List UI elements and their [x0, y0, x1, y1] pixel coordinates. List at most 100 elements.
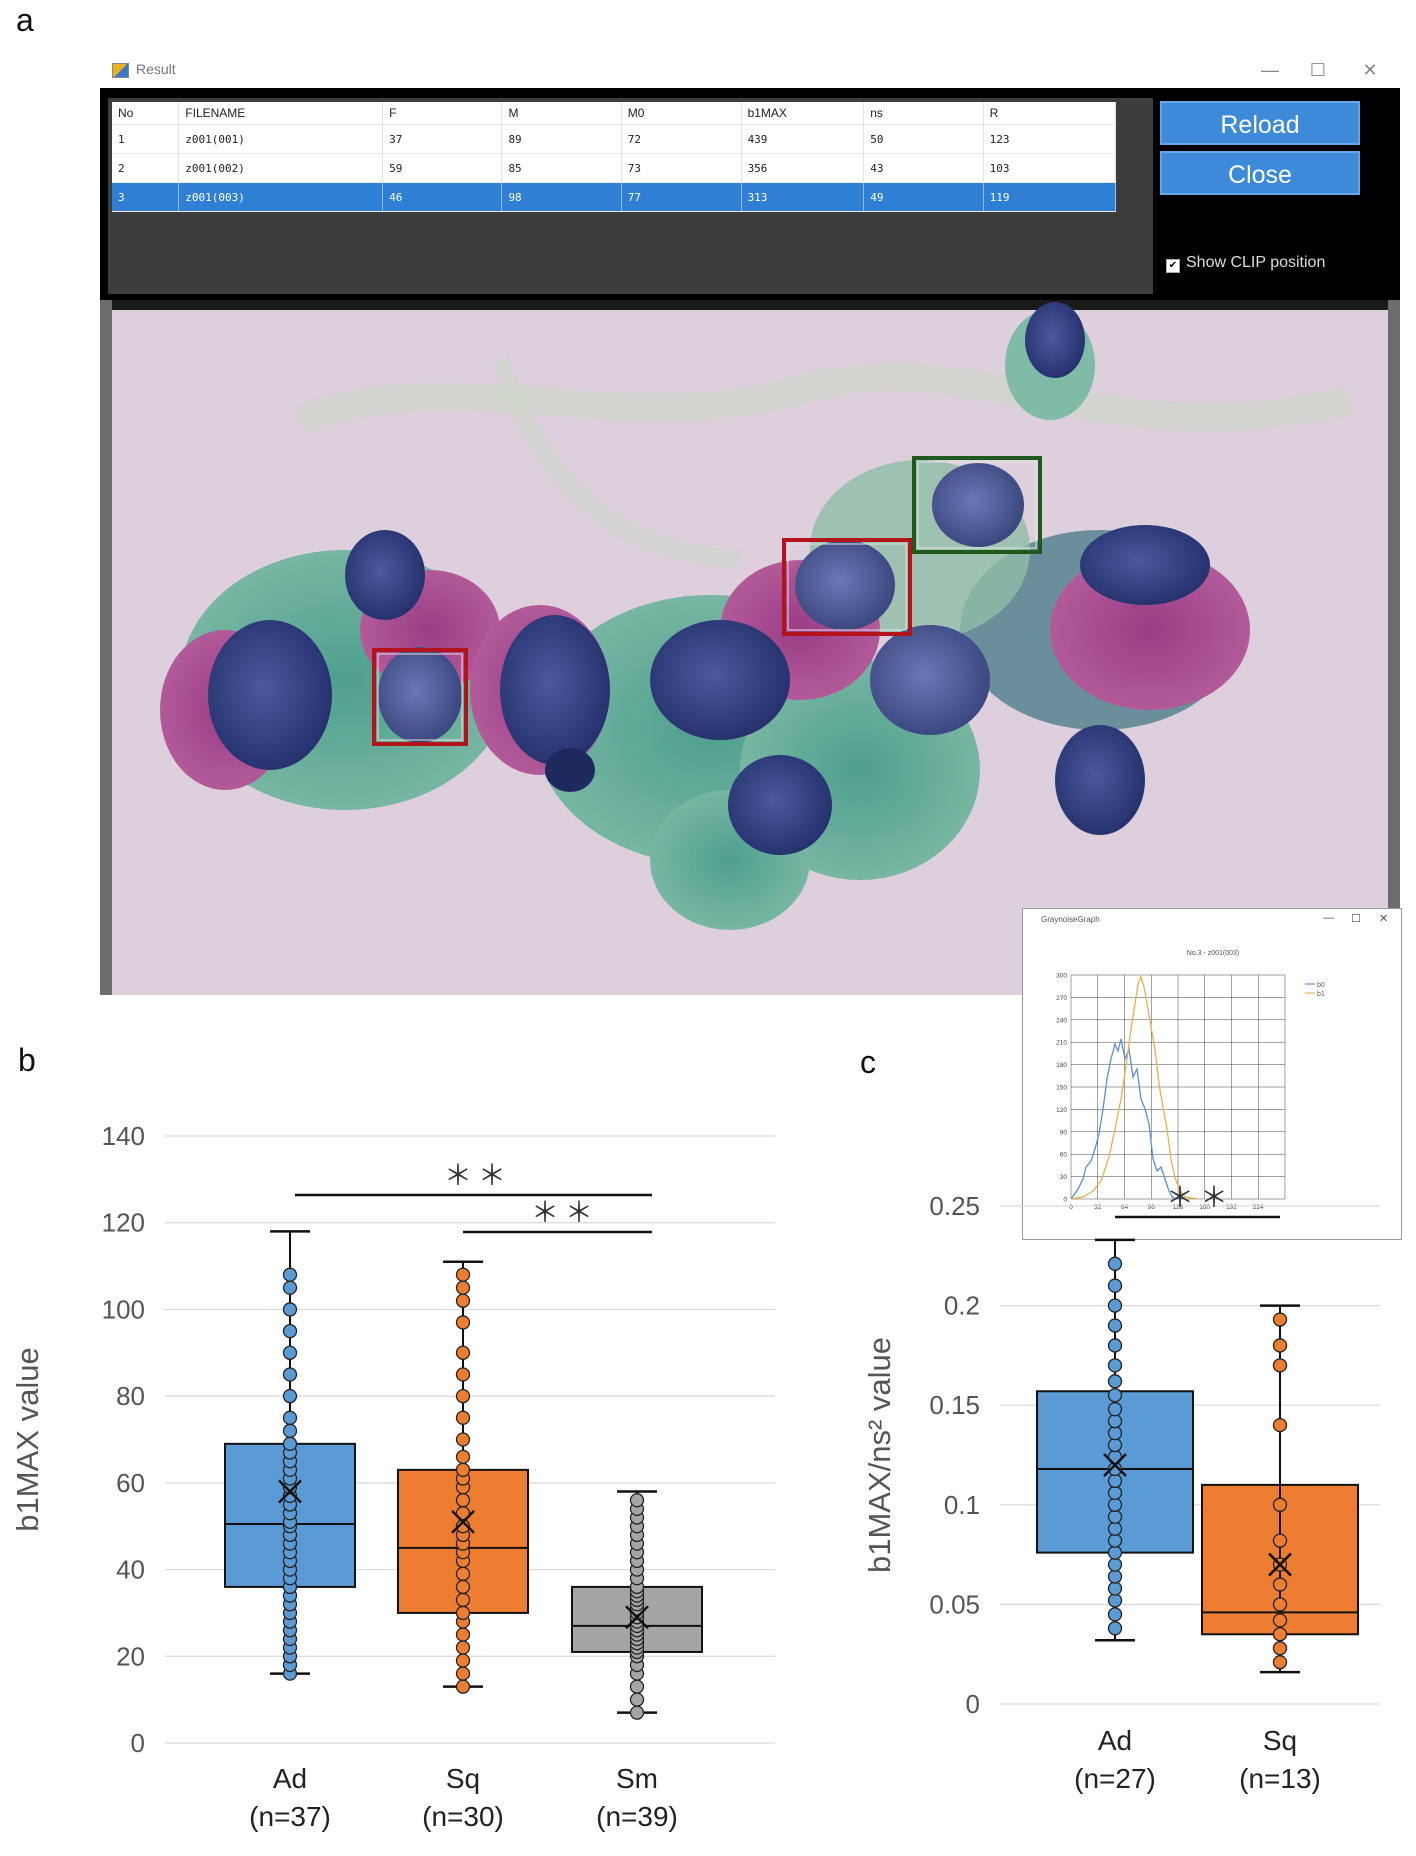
- data-point: [629, 1501, 645, 1517]
- y-tick-label: 0.15: [929, 1390, 980, 1420]
- column-header[interactable]: M0: [621, 102, 742, 125]
- minimize-icon[interactable]: —: [1261, 60, 1279, 80]
- data-point: [455, 1553, 471, 1569]
- histogram-y-tick: 300: [1056, 973, 1067, 980]
- data-point: [629, 1610, 645, 1625]
- category-count: (n=30): [422, 1801, 504, 1832]
- table-cell: z001(002): [178, 153, 384, 183]
- close-button[interactable]: Close: [1160, 151, 1360, 195]
- data-point: [629, 1605, 645, 1621]
- data-point: [282, 1640, 298, 1655]
- data-point: [282, 1649, 298, 1664]
- data-point: [629, 1614, 645, 1629]
- data-point: [282, 1445, 298, 1460]
- data-point: [455, 1493, 471, 1508]
- histogram-x-tick: 32: [1094, 1204, 1102, 1211]
- y-tick-label: 0.05: [929, 1589, 980, 1619]
- histogram-y-tick: 90: [1060, 1129, 1068, 1136]
- data-point: [629, 1597, 645, 1612]
- data-point: [629, 1510, 645, 1525]
- category-count: (n=13): [1239, 1763, 1321, 1794]
- graph-close-icon[interactable]: ✕: [1379, 913, 1389, 925]
- y-axis-label: b1MAX/ns² value: [862, 1337, 897, 1573]
- column-header[interactable]: b1MAX: [741, 102, 865, 125]
- histogram-x-tick: 160: [1199, 1204, 1210, 1211]
- data-point: [629, 1618, 645, 1634]
- results-grid-area: No FILENAME F M M0 b1MAX ns R 1 z001(001) 37 89 72 4…: [108, 98, 1153, 294]
- data-point: [1107, 1449, 1123, 1465]
- histogram-y-tick: 270: [1056, 995, 1067, 1002]
- mean-marker: [278, 1479, 302, 1504]
- results-table[interactable]: No FILENAME F M M0 b1MAX ns R 1 z001(001) 37 89 72 4…: [112, 102, 1117, 212]
- data-point: [629, 1692, 645, 1707]
- close-icon[interactable]: ✕: [1362, 60, 1378, 80]
- data-point: [455, 1345, 471, 1360]
- data-point: [455, 1449, 471, 1464]
- histogram-x-tick: 128: [1173, 1204, 1184, 1211]
- table-cell: z001(001): [178, 124, 384, 154]
- table-cell: 439: [741, 124, 865, 154]
- b0-curve: [1070, 1038, 1184, 1200]
- data-point: [282, 1410, 298, 1425]
- data-point: [629, 1588, 645, 1603]
- column-header[interactable]: ns: [863, 102, 984, 125]
- histogram-y-tick: 60: [1060, 1152, 1068, 1159]
- y-tick-label: 0.2: [944, 1291, 980, 1321]
- table-cell: 49: [863, 182, 984, 212]
- data-point: [629, 1584, 645, 1599]
- column-header[interactable]: FILENAME: [178, 102, 384, 125]
- graph-maximize-icon[interactable]: ☐: [1351, 913, 1361, 925]
- reload-button[interactable]: Reload: [1160, 101, 1360, 145]
- column-header[interactable]: R: [983, 102, 1117, 125]
- data-point: [1107, 1413, 1123, 1429]
- data-point: [1272, 1597, 1288, 1612]
- checkbox-check-icon[interactable]: ✔: [1166, 259, 1180, 273]
- column-header[interactable]: F: [382, 102, 503, 125]
- data-point: [282, 1597, 298, 1612]
- data-point: [455, 1519, 471, 1534]
- panel-label-c: c: [860, 1044, 876, 1080]
- maximize-icon[interactable]: ☐: [1309, 60, 1327, 80]
- data-point: [1107, 1278, 1123, 1293]
- box-sm: [571, 1585, 703, 1653]
- data-point: [282, 1423, 298, 1438]
- box-ad: [224, 1442, 356, 1588]
- column-header[interactable]: No: [112, 102, 180, 125]
- legend-b0: b0: [1317, 982, 1325, 989]
- data-point: [1107, 1569, 1123, 1584]
- y-tick-label: 120: [102, 1208, 145, 1238]
- table-row[interactable]: 2 z001(002) 59 85 73 356 43 103: [112, 153, 1117, 183]
- data-point: [455, 1315, 471, 1330]
- data-point: [629, 1636, 645, 1651]
- show-clip-checkbox[interactable]: ✔ Show CLIP position: [1166, 254, 1325, 273]
- category-label: Sq: [446, 1763, 480, 1794]
- column-header[interactable]: M: [501, 102, 622, 125]
- data-point: [455, 1566, 471, 1582]
- y-tick-label: 80: [116, 1381, 145, 1411]
- data-point: [282, 1562, 298, 1577]
- data-point: [629, 1493, 645, 1508]
- data-point: [629, 1553, 645, 1569]
- graph-minimize-icon[interactable]: —: [1323, 912, 1334, 924]
- table-cell: 43: [863, 153, 984, 183]
- data-point: [1107, 1593, 1123, 1608]
- histogram-x-tick: 192: [1226, 1204, 1237, 1211]
- table-row[interactable]: 1 z001(001) 37 89 72 439 50 123: [112, 124, 1117, 154]
- table-header-row: No FILENAME F M M0 b1MAX ns R: [112, 102, 1117, 125]
- data-point: [282, 1536, 298, 1551]
- category-label: Ad: [273, 1763, 307, 1794]
- data-point: [629, 1592, 645, 1608]
- mean-marker: [278, 1479, 302, 1504]
- data-point: [1107, 1402, 1123, 1417]
- data-point: [1107, 1533, 1123, 1548]
- data-point: [455, 1471, 471, 1486]
- significance-label: ＊＊: [531, 1197, 599, 1228]
- show-clip-label: Show CLIP position: [1186, 254, 1326, 271]
- data-point: [282, 1323, 298, 1339]
- data-point: [1272, 1613, 1288, 1628]
- table-row[interactable]: 3 z001(003) 46 98 77 313 49 119: [112, 182, 1117, 212]
- histogram-x-tick: 0: [1069, 1204, 1073, 1211]
- data-point: [629, 1640, 645, 1655]
- data-point: [1107, 1607, 1123, 1622]
